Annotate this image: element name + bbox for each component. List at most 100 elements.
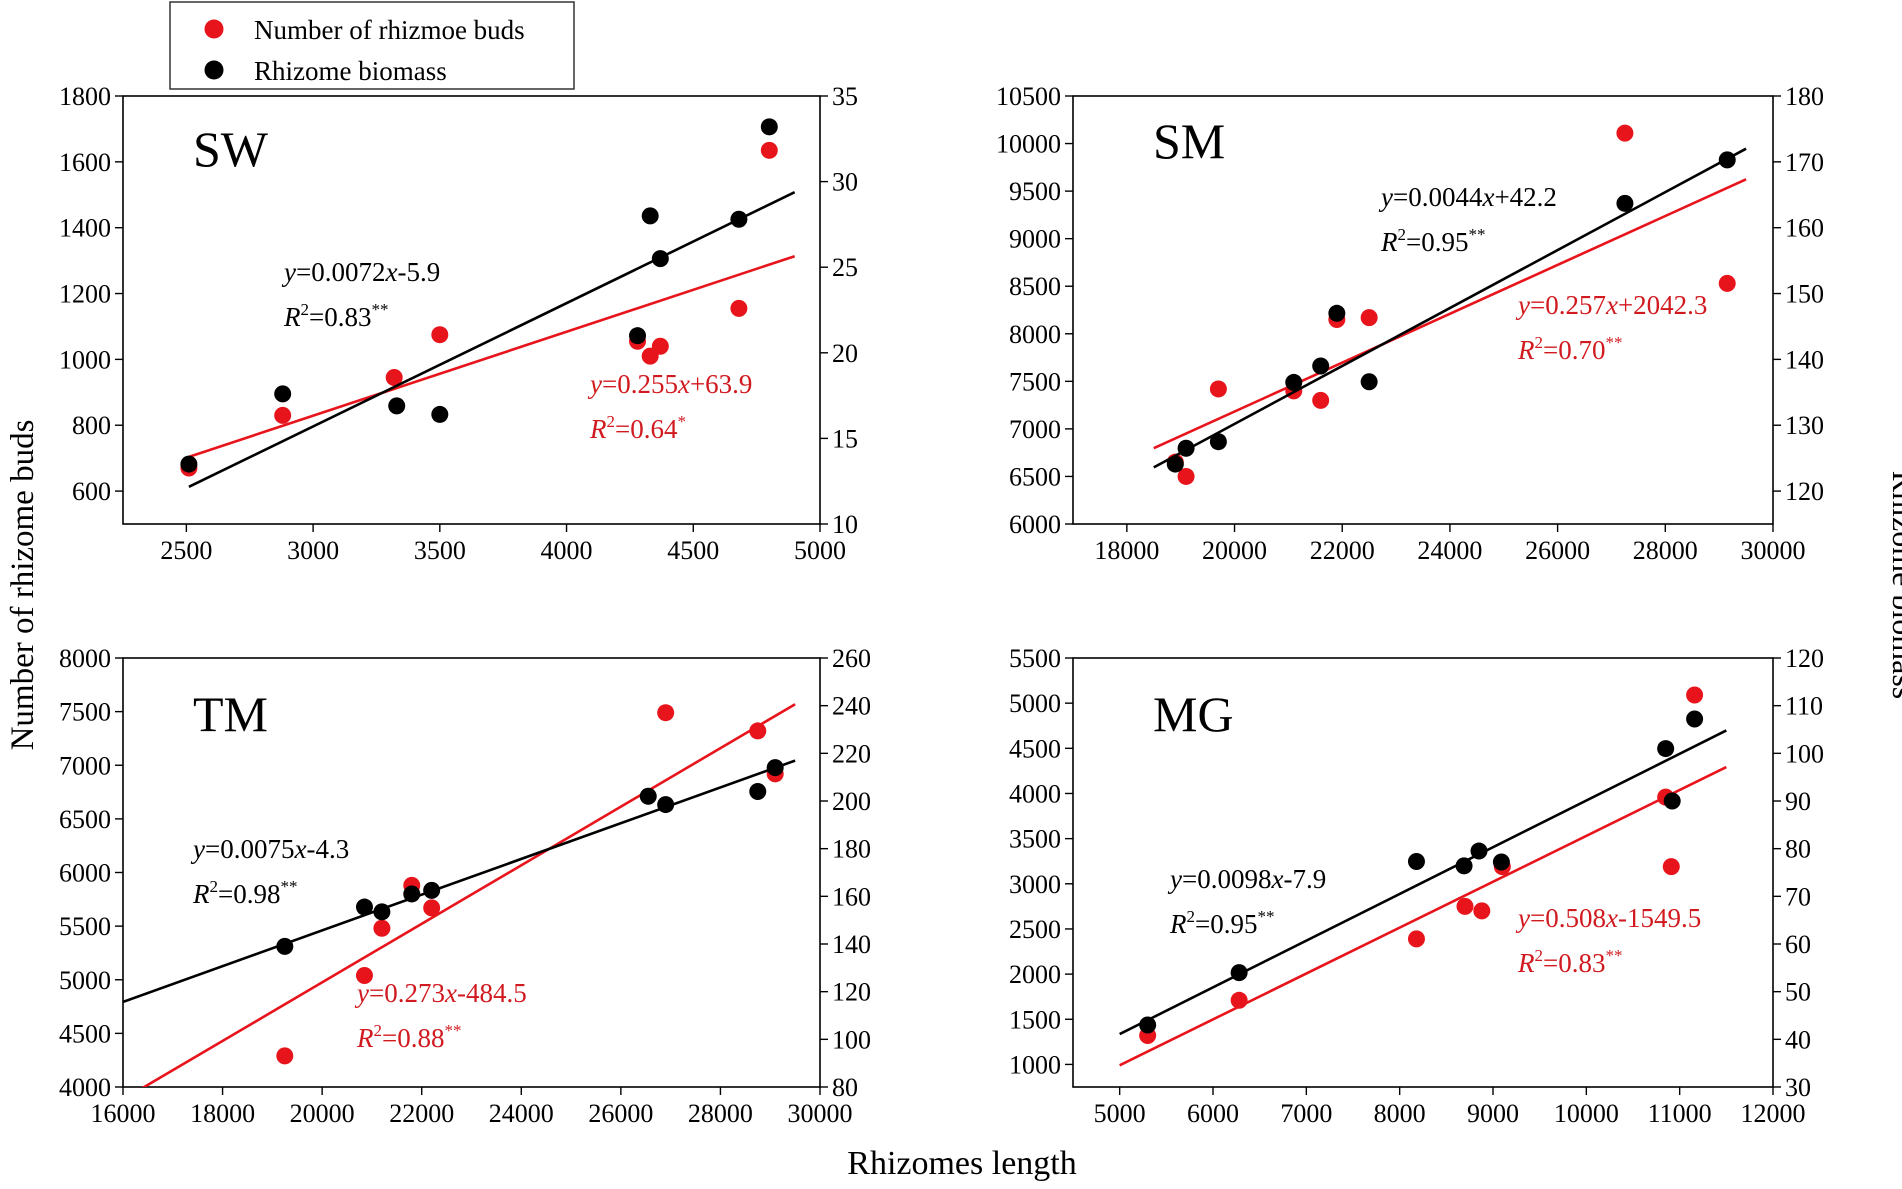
sw-biomass-point: [651, 250, 669, 268]
mg-biomass-point: [1686, 710, 1704, 728]
r2-significance: *: [677, 412, 686, 431]
legend-label-biomass: Rhizome biomass: [254, 56, 447, 86]
tm-right-tick-label: 180: [832, 835, 871, 864]
sm-left-tick-label: 6500: [1009, 462, 1061, 491]
mg-x-tick-label: 8000: [1374, 1099, 1426, 1128]
tm-left-tick-label: 4500: [59, 1019, 111, 1048]
eq-var-x: x: [1605, 903, 1618, 933]
eq-slope: =0.0044: [1393, 182, 1483, 212]
tm-left-tick-label: 5000: [59, 966, 111, 995]
mg-buds-point: [1456, 897, 1474, 915]
sw-buds-point: [651, 337, 669, 355]
sm-buds-equation: y=0.257x+2042.3: [1515, 290, 1707, 320]
mg-buds-point: [1662, 858, 1680, 876]
sm-biomass-point: [1177, 439, 1195, 457]
r2-superscript: 2: [607, 412, 616, 431]
eq-var-y: y: [1515, 903, 1530, 933]
legend-box: [169, 1, 575, 90]
mg-plot-frame: [1072, 657, 1774, 1088]
sm-right-tick-label: 140: [1785, 345, 1824, 374]
sm-left-tick-label: 8500: [1009, 272, 1061, 301]
sw-buds-point: [274, 406, 292, 424]
mg-x-tick-label: 10000: [1554, 1099, 1619, 1128]
tm-x-tick-label: 26000: [588, 1099, 653, 1128]
tm-biomass-fit-line: [123, 759, 796, 1004]
panel-sm: 18000 20000 22000 24000 26000 28000 3000060006…: [996, 82, 1824, 565]
eq-slope: =0.0072: [296, 257, 385, 287]
sm-right-tick-label: 180: [1785, 82, 1824, 111]
tm-left-tick-label: 7500: [59, 698, 111, 727]
sm-right-tick-label: 130: [1785, 411, 1824, 440]
sw-left-tick-label: 1200: [59, 280, 111, 309]
mg-buds-point: [1686, 686, 1704, 704]
eq-var-x: x: [677, 369, 690, 399]
mg-x-tick-label: 5000: [1094, 1099, 1146, 1128]
tm-right-tick-label: 100: [832, 1025, 871, 1054]
tm-right-tick-label: 200: [832, 787, 871, 816]
tm-x-tick-label: 30000: [788, 1099, 853, 1128]
sw-x-tick-label: 4000: [541, 536, 593, 565]
r2-significance: **: [1605, 946, 1622, 965]
sm-biomass-point: [1718, 151, 1736, 169]
mg-biomass-equation: y=0.0098x-7.9: [1167, 864, 1326, 894]
eq-intercept: -7.9: [1283, 864, 1326, 894]
r2-superscript: 2: [301, 300, 310, 319]
mg-x-tick-label: 11000: [1648, 1099, 1712, 1128]
sw-buds-point: [760, 141, 778, 159]
sw-left-tick-label: 600: [72, 477, 111, 506]
sw-buds-point: [431, 326, 449, 344]
sm-plot-frame: [1072, 95, 1774, 525]
eq-var-x: x: [444, 978, 457, 1008]
sm-biomass-r2: R2=0.95**: [1380, 225, 1485, 257]
eq-slope: =0.257: [1530, 290, 1606, 320]
mg-panel-title: MG: [1153, 686, 1234, 742]
sw-right-tick-label: 15: [832, 424, 858, 453]
mg-right-tick-label: 110: [1785, 692, 1823, 721]
sm-x-tick-label: 22000: [1310, 536, 1375, 565]
r2-value: =0.95: [1195, 909, 1257, 939]
r2-significance: **: [280, 877, 297, 896]
sm-right-tick-label: 150: [1785, 280, 1824, 309]
tm-x-tick-label: 28000: [688, 1099, 753, 1128]
sw-right-tick-label: 30: [832, 168, 858, 197]
tm-biomass-point: [423, 881, 441, 899]
eq-var-y: y: [354, 978, 369, 1008]
tm-buds-point: [276, 1047, 294, 1065]
mg-right-tick-label: 90: [1785, 787, 1811, 816]
mg-left-tick-label: 5000: [1009, 689, 1061, 718]
eq-var-y: y: [1515, 290, 1530, 320]
tm-biomass-point: [657, 796, 675, 814]
x-axis-label: Rhizomes length: [847, 1145, 1076, 1182]
r2-superscript: 2: [1187, 907, 1196, 926]
sw-biomass-point: [730, 210, 748, 228]
tm-biomass-point: [639, 787, 657, 805]
sw-biomass-point: [431, 405, 449, 423]
sm-biomass-point: [1285, 373, 1303, 391]
sm-biomass-point: [1209, 433, 1227, 451]
sw-x-tick-label: 2500: [160, 536, 212, 565]
r2-significance: **: [1468, 225, 1485, 244]
tm-left-tick-label: 7000: [59, 751, 111, 780]
sw-biomass-point: [388, 397, 406, 415]
eq-intercept: -484.5: [457, 978, 527, 1008]
sm-right-tick-label: 170: [1785, 148, 1824, 177]
sm-left-tick-label: 10500: [996, 82, 1061, 111]
sw-x-tick-label: 3500: [414, 536, 466, 565]
tm-right-tick-label: 240: [832, 692, 871, 721]
sm-buds-point: [1718, 274, 1736, 292]
mg-left-tick-label: 3000: [1009, 870, 1061, 899]
sw-x-tick-label: 4500: [667, 536, 719, 565]
mg-left-tick-label: 1500: [1009, 1005, 1061, 1034]
mg-x-tick-label: 7000: [1280, 1099, 1332, 1128]
legend-marker-biomass: [204, 60, 224, 80]
sw-buds-equation: y=0.255x+63.9: [587, 369, 752, 399]
mg-right-tick-label: 70: [1785, 882, 1811, 911]
sm-buds-point: [1209, 380, 1227, 398]
sm-left-tick-label: 7000: [1009, 415, 1061, 444]
sw-buds-r2: R2=0.64*: [589, 412, 686, 444]
r2-significance: **: [371, 300, 388, 319]
sm-biomass-equation: y=0.0044x+42.2: [1378, 182, 1557, 212]
tm-biomass-point: [749, 782, 767, 800]
sm-biomass-point: [1166, 455, 1184, 473]
sw-biomass-r2: R2=0.83**: [283, 300, 388, 332]
